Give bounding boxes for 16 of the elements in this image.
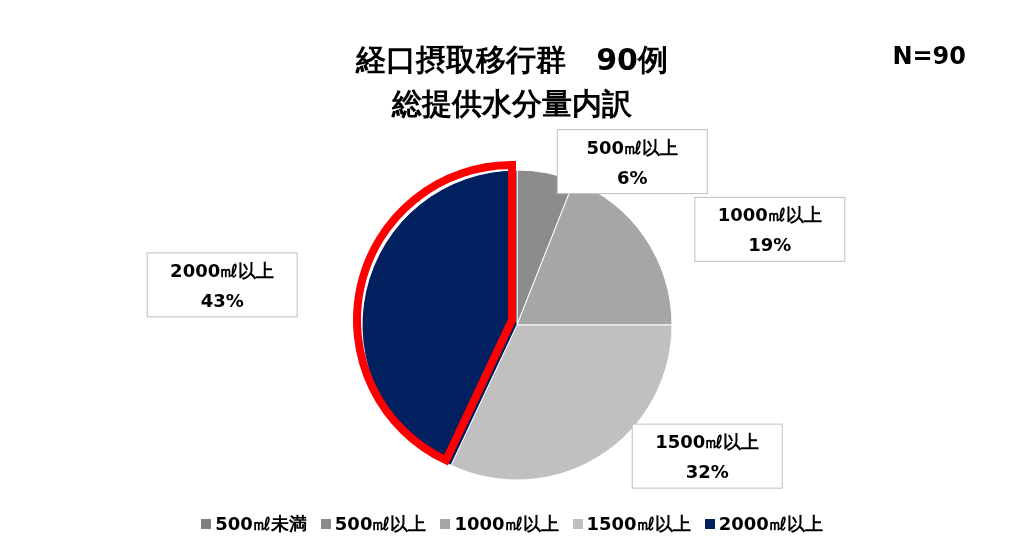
legend-label: 500㎖以上 — [334, 512, 427, 536]
slice-label: 1500㎖以上 — [655, 431, 760, 453]
legend-label: 2000㎖以上 — [718, 512, 823, 536]
chart-subtitle: 総提供水分量内訳 — [390, 85, 633, 123]
data-label: 32% — [685, 461, 729, 483]
slice-label: 2000㎖以上 — [170, 259, 275, 281]
data-label: 43% — [200, 289, 244, 311]
text: N=90 — [892, 42, 966, 70]
legend-label: 1500㎖以上 — [586, 512, 691, 536]
data-label: 19% — [748, 234, 792, 256]
chart-title: 経口摂取移行群 90例 — [356, 42, 668, 77]
legend-label: 500㎖未満 — [215, 512, 307, 536]
legend-label: 1000㎖以上 — [454, 512, 559, 536]
data-label: 6% — [617, 166, 648, 188]
slice-label: 1000㎖以上 — [717, 204, 822, 226]
slice-label: 500㎖以上 — [586, 136, 679, 158]
